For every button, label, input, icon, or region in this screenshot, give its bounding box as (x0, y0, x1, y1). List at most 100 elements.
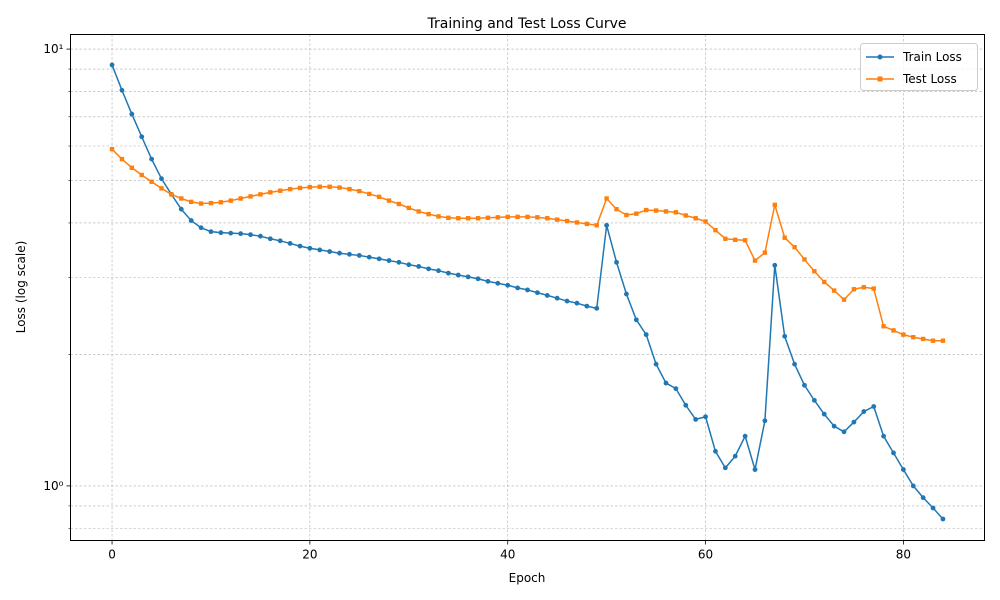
x-tick-label: 40 (500, 548, 515, 562)
data-point-test (169, 192, 174, 197)
data-point-train (495, 280, 501, 286)
data-point-train (396, 259, 402, 265)
data-point-test (238, 196, 243, 201)
data-point-test (831, 288, 837, 293)
data-point-train (930, 505, 936, 511)
legend-label-test: Test Loss (902, 72, 957, 86)
x-tick-label: 60 (698, 548, 713, 562)
data-point-train (188, 218, 194, 223)
data-point-train (238, 231, 244, 237)
data-point-train (515, 285, 521, 291)
data-point-test (456, 216, 461, 221)
data-point-train (445, 270, 451, 276)
data-point-test (248, 194, 253, 199)
data-point-test (911, 335, 916, 340)
data-point-train (663, 380, 669, 386)
data-point-train (327, 249, 333, 254)
data-point-test (357, 188, 362, 194)
data-point-test (159, 186, 164, 191)
x-axis: 0 20 40 60 80 (108, 540, 911, 562)
data-point-test (297, 185, 303, 191)
data-point-test (347, 186, 352, 192)
data-point-train (356, 253, 362, 258)
data-point-train (802, 382, 807, 388)
x-tick-label: 0 (108, 548, 116, 562)
data-point-train (119, 87, 125, 93)
data-point-train (505, 282, 511, 288)
data-point-test (703, 219, 708, 224)
data-point-test (881, 324, 886, 329)
data-point-train (109, 62, 115, 68)
data-point-train (277, 238, 283, 244)
series-group (109, 62, 946, 522)
data-point-test (653, 208, 659, 213)
data-point-test (920, 336, 926, 342)
data-point-train (633, 317, 639, 323)
chart-title: Training and Test Loss Curve (427, 16, 627, 32)
data-point-test (268, 190, 273, 195)
data-point-test (337, 185, 342, 190)
data-point-test (208, 200, 214, 206)
data-point-test (446, 215, 451, 220)
data-point-test (188, 199, 194, 205)
data-point-train (871, 404, 877, 409)
data-point-test (574, 220, 580, 225)
data-point-train (267, 236, 273, 242)
data-point-train (604, 222, 610, 228)
data-point-train (525, 287, 530, 293)
data-point-train (693, 417, 699, 422)
data-point-train (258, 233, 263, 239)
data-point-test (901, 332, 906, 337)
data-point-test (386, 198, 392, 203)
data-point-train (465, 274, 471, 280)
y-tick-label: 10¹ (43, 42, 63, 56)
data-point-train (713, 448, 718, 454)
data-point-train (574, 300, 580, 306)
grid (70, 34, 985, 541)
data-point-test (119, 156, 125, 162)
data-point-test (545, 216, 550, 221)
data-point-train (228, 230, 234, 236)
data-point-test (139, 172, 144, 178)
data-point-test (782, 235, 787, 240)
data-point-train (900, 467, 906, 472)
data-point-train (910, 483, 916, 489)
data-point-train (653, 361, 659, 367)
data-point-test (367, 191, 372, 197)
data-point-test (841, 297, 847, 302)
data-point-train (792, 361, 797, 367)
data-point-test (812, 269, 817, 274)
data-point-test (278, 188, 283, 193)
data-point-train (624, 291, 629, 297)
data-point-test (317, 184, 322, 189)
data-point-train (614, 259, 619, 265)
data-point-test (515, 214, 520, 220)
data-point-test (416, 209, 421, 214)
data-point-train (762, 418, 768, 424)
data-point-train (703, 414, 708, 420)
data-point-train (831, 423, 837, 429)
data-point-test (475, 216, 481, 221)
data-point-test (426, 211, 431, 217)
plot-frame (70, 34, 985, 541)
y-tick-label: 10⁰ (43, 479, 63, 493)
y-axis: 10⁰ 10¹ (43, 42, 71, 529)
data-point-test (564, 218, 570, 224)
data-point-test (930, 338, 936, 343)
data-point-test (762, 250, 768, 255)
data-point-train (920, 495, 926, 501)
data-point-train (940, 516, 946, 522)
data-point-test (624, 212, 629, 218)
data-point-train (198, 225, 204, 231)
data-point-test (713, 227, 718, 233)
data-point-test (495, 215, 501, 220)
data-point-test (861, 285, 867, 290)
data-point-train (218, 230, 224, 236)
data-point-train (455, 272, 461, 278)
data-point-train (337, 250, 342, 256)
data-point-train (297, 243, 303, 249)
data-point-train (732, 453, 738, 459)
data-point-test (406, 205, 411, 211)
data-point-test (742, 238, 748, 243)
data-point-test (871, 286, 876, 291)
